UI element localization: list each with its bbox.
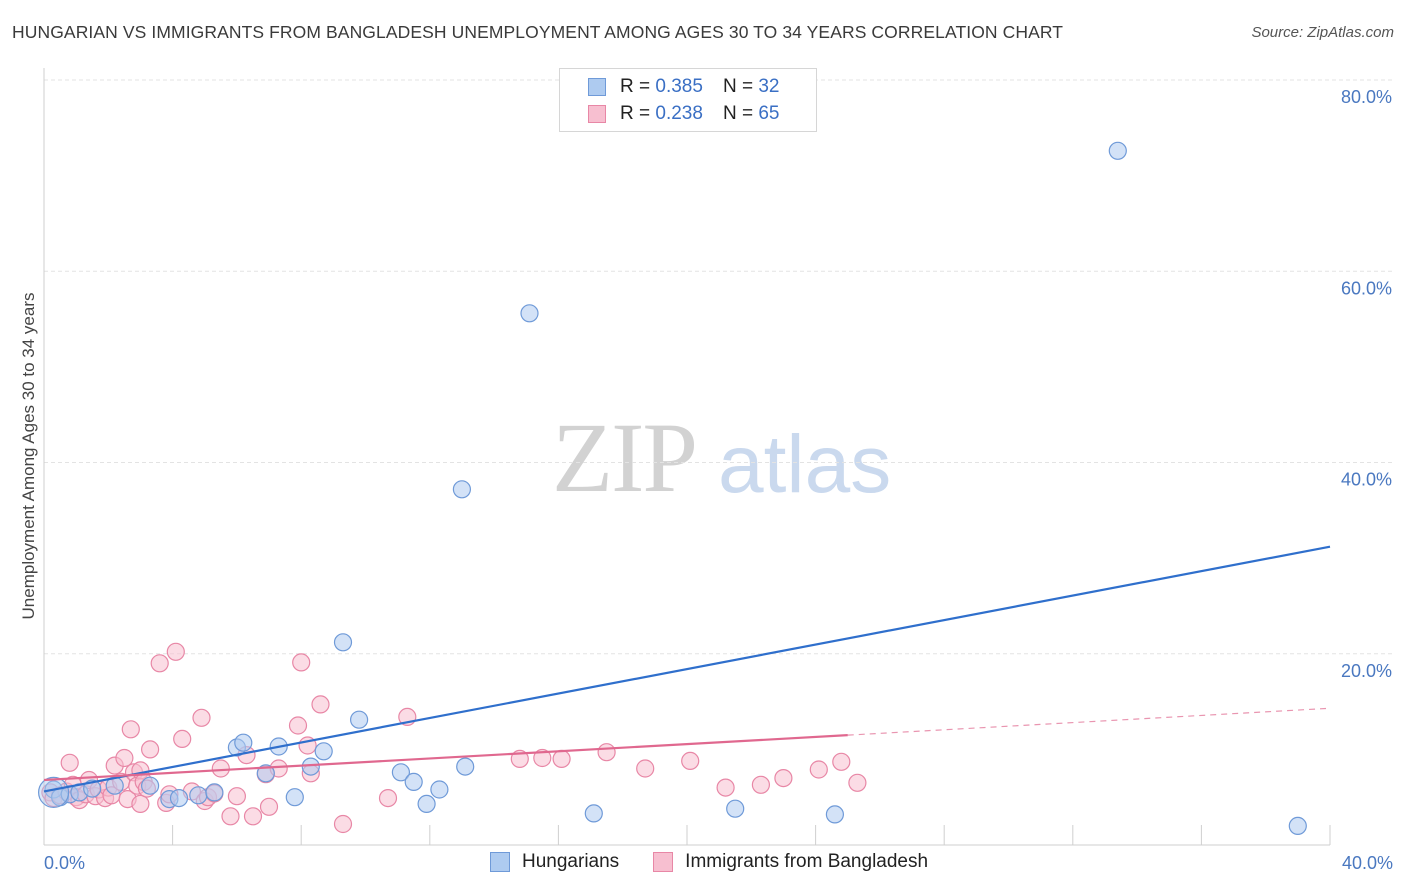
legend-r-value: 0.238 (655, 103, 703, 124)
point-hungarians (234, 733, 253, 752)
point-bangladesh (716, 778, 735, 797)
point-bangladesh (192, 708, 211, 727)
point-hungarians (430, 780, 449, 799)
point-hungarians (141, 776, 160, 795)
legend-r-value: 0.385 (655, 76, 703, 97)
point-hungarians (1108, 141, 1127, 160)
point-hungarians (1288, 816, 1307, 836)
watermark-atlas: atlas (718, 419, 892, 510)
legend-row-bangladesh: R = 0.238 N = 65 (588, 101, 779, 127)
point-bangladesh (150, 654, 169, 673)
series-legend: Hungarians Immigrants from Bangladesh (490, 851, 962, 873)
point-hungarians (301, 757, 320, 776)
point-bangladesh (221, 807, 240, 826)
y-tick-label: 80.0% (1341, 87, 1392, 107)
series-label-hungarians: Hungarians (522, 851, 620, 872)
point-bangladesh (121, 720, 140, 739)
data-points (37, 141, 1307, 836)
point-bangladesh (288, 716, 308, 735)
trend-line-hungarians (43, 545, 1331, 793)
point-bangladesh (751, 775, 771, 794)
correlation-legend: R = 0.385 N = 32 R = 0.238 N = 65 (559, 68, 817, 132)
axes (43, 68, 1331, 846)
point-hungarians (205, 783, 224, 802)
x-tick-label: 40.0% (1342, 853, 1393, 873)
point-bangladesh (243, 807, 263, 826)
point-hungarians (169, 788, 189, 808)
point-bangladesh (378, 788, 398, 808)
point-bangladesh (60, 753, 79, 772)
tick-labels: 20.0% 40.0% 60.0% 80.0% 0.0% 40.0% (44, 87, 1393, 873)
point-bangladesh (311, 695, 330, 714)
series-label-bangladesh: Immigrants from Bangladesh (685, 851, 929, 872)
y-tick-label: 20.0% (1341, 661, 1392, 681)
trend-lines (43, 545, 1331, 793)
point-bangladesh (636, 759, 655, 778)
point-hungarians (314, 742, 333, 761)
x-tick-label: 0.0% (44, 853, 85, 873)
point-hungarians (350, 710, 369, 729)
point-hungarians (417, 794, 436, 814)
legend-n-label: N = (722, 76, 754, 97)
point-hungarians (456, 757, 475, 776)
point-hungarians (83, 779, 102, 798)
point-hungarians (404, 772, 423, 792)
point-bangladesh (211, 759, 230, 778)
point-bangladesh (333, 814, 353, 834)
point-bangladesh (809, 760, 828, 779)
y-tick-label: 60.0% (1341, 278, 1392, 298)
point-bangladesh (552, 749, 571, 769)
legend-n-label: N = (722, 103, 754, 124)
point-bangladesh (681, 751, 700, 771)
legend-swatch-bangladesh (588, 105, 606, 123)
point-hungarians (726, 799, 745, 818)
point-bangladesh (141, 740, 160, 759)
point-bangladesh (115, 748, 134, 768)
point-bangladesh (259, 797, 279, 816)
point-bangladesh (227, 787, 246, 806)
source-label: Source: ZipAtlas.com (1251, 24, 1394, 41)
point-bangladesh (166, 642, 185, 661)
point-bangladesh (848, 773, 867, 792)
point-hungarians (584, 804, 603, 823)
point-hungarians (285, 788, 304, 807)
legend-n-value: 65 (758, 103, 780, 124)
y-tick-label: 40.0% (1341, 470, 1392, 490)
point-bangladesh (292, 653, 311, 672)
point-hungarians (520, 304, 539, 323)
series-legend-hungarians[interactable]: Hungarians (490, 851, 619, 873)
chart-title: HUNGARIAN VS IMMIGRANTS FROM BANGLADESH … (12, 22, 1064, 42)
trend-line-bangladesh (43, 734, 848, 782)
point-bangladesh (597, 743, 616, 762)
point-hungarians-cluster (37, 776, 70, 809)
series-swatch-bangladesh (653, 852, 674, 872)
y-axis-label: Unemployment Among Ages 30 to 34 years (19, 293, 38, 620)
point-bangladesh (774, 768, 793, 788)
trend-line-bangladesh-extrapolated (847, 707, 1331, 736)
point-hungarians (189, 786, 208, 805)
series-legend-bangladesh[interactable]: Immigrants from Bangladesh (653, 851, 928, 873)
point-bangladesh (832, 752, 851, 771)
point-hungarians (256, 764, 275, 783)
point-bangladesh (131, 794, 150, 814)
legend-n-value: 32 (758, 76, 780, 97)
point-hungarians (391, 763, 410, 782)
point-bangladesh (533, 748, 552, 768)
series-swatch-hungarians (490, 852, 510, 872)
point-bangladesh (173, 729, 192, 749)
point-hungarians (825, 805, 845, 824)
point-hungarians (333, 633, 353, 652)
legend-row-hungarians: R = 0.385 N = 32 (588, 74, 779, 100)
point-hungarians (452, 480, 471, 499)
legend-r-label: R = (620, 76, 651, 97)
gridlines (44, 79, 1392, 655)
watermark-zip: ZIP (552, 402, 698, 513)
legend-swatch-hungarians (588, 78, 606, 96)
legend-r-label: R = (620, 103, 651, 124)
